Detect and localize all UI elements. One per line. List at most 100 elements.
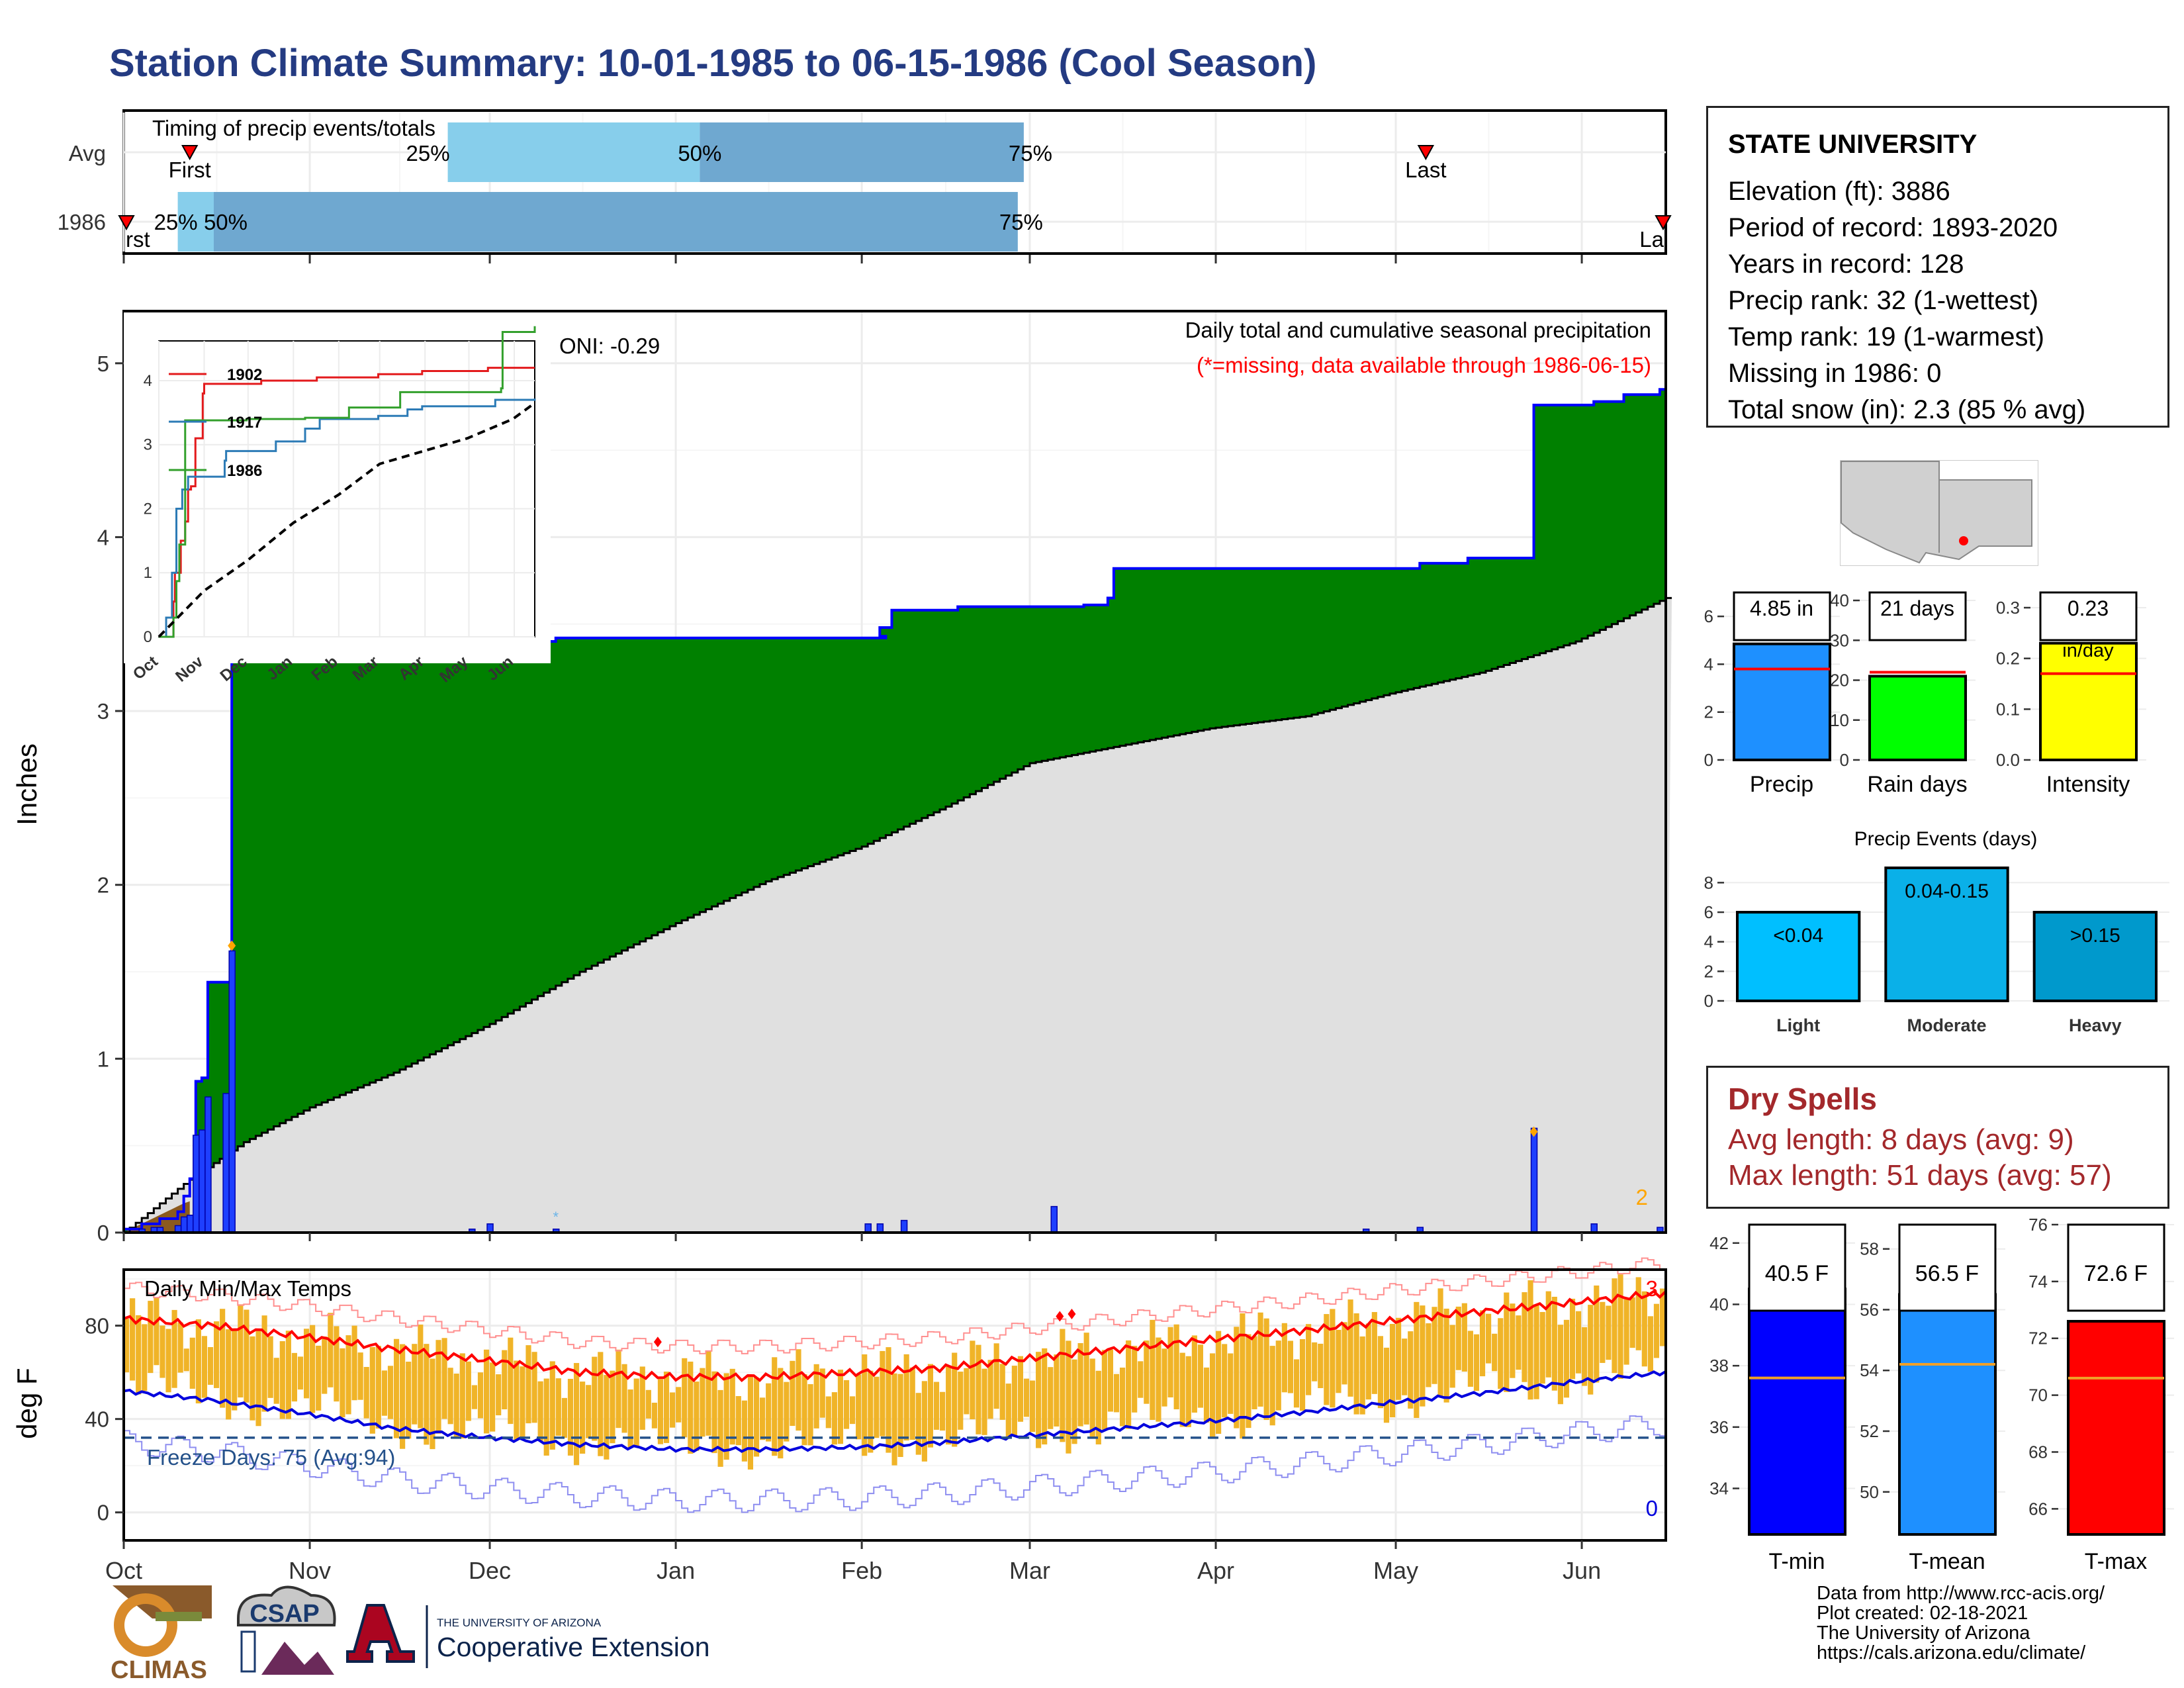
daily-temp-bar xyxy=(1629,1297,1635,1348)
daily-temp-bar xyxy=(1533,1304,1539,1399)
daily-temp-bar xyxy=(1486,1313,1492,1364)
tmean-summary-value-box xyxy=(1898,1223,1997,1312)
precip-events-value-label: >0.15 xyxy=(2070,925,2120,947)
daily-temp-bar xyxy=(291,1352,298,1402)
daily-temp-bar xyxy=(790,1360,796,1427)
daily-temp-bar xyxy=(148,1301,154,1374)
daily-temp-bar xyxy=(1557,1325,1563,1405)
daily-temp-bar xyxy=(207,1347,214,1385)
daily-temp-bar xyxy=(760,1397,766,1440)
daily-temp-bar xyxy=(633,1378,639,1448)
daily-temp-bar xyxy=(1071,1359,1077,1444)
daily-temp-bar xyxy=(807,1383,813,1446)
timing-1986-first-marker xyxy=(118,215,135,231)
daily-temp-bar xyxy=(1330,1309,1336,1408)
daily-temp-bar xyxy=(1113,1374,1120,1413)
daily-temp-bar xyxy=(285,1331,291,1419)
csap-logo-text: CSAP xyxy=(250,1600,320,1628)
temp-x-tick-label: Apr xyxy=(1197,1557,1234,1584)
daily-temp-bar xyxy=(1641,1291,1647,1367)
daily-temp-bar xyxy=(862,1354,868,1456)
daily-temp-bar xyxy=(1324,1314,1330,1405)
tmax-summary-y-tick-label: 72 xyxy=(2028,1329,2048,1348)
record-high-marker xyxy=(1056,1311,1064,1322)
daily-temp-bar xyxy=(1036,1352,1042,1448)
csap-logo: CSAP xyxy=(237,1585,336,1675)
logos: CLIMAS CSAP THE UNIVERSITY OF ARIZONA Co… xyxy=(111,1585,710,1684)
daily-temp-bar xyxy=(322,1336,328,1394)
daily-temp-bar xyxy=(136,1315,142,1395)
tmin-summary-label: T-min xyxy=(1769,1549,1825,1574)
daily-temp-bar xyxy=(700,1368,705,1437)
daily-temp-bar xyxy=(351,1325,357,1401)
daily-temp-bar xyxy=(279,1341,285,1419)
daily-temp-bar xyxy=(903,1354,909,1441)
daily-temp-bar xyxy=(1353,1313,1359,1415)
locator-map xyxy=(1840,460,2038,566)
temp-x-tick-label: Feb xyxy=(841,1557,882,1584)
daily-temp-bar xyxy=(747,1376,754,1470)
daily-temp-bar xyxy=(502,1350,508,1410)
daily-temp-bar xyxy=(1185,1356,1191,1427)
daily-temp-bar xyxy=(159,1325,165,1378)
precip-corner-label: 2 xyxy=(1636,1185,1648,1209)
daily-temp-bar xyxy=(1569,1298,1576,1380)
daily-temp-bar xyxy=(1173,1324,1179,1409)
daily-temp-bar xyxy=(171,1309,177,1388)
daily-temp-bar xyxy=(406,1362,412,1439)
daily-temp-bar xyxy=(1306,1324,1312,1395)
daily-temp-bar xyxy=(508,1337,514,1425)
precip-y-tick-label: 3 xyxy=(97,699,109,724)
daily-temp-bar xyxy=(310,1325,316,1413)
daily-temp-bar xyxy=(183,1348,189,1372)
daily-temp-bar xyxy=(1653,1303,1660,1358)
timing-avg-bar-late xyxy=(700,122,1024,182)
precip-events-category-label: Light xyxy=(1776,1015,1820,1035)
daily-temp-bar xyxy=(465,1361,471,1421)
daily-temp-bar xyxy=(1029,1380,1036,1432)
tmax-summary-y-tick-label: 74 xyxy=(2028,1272,2048,1291)
climas-logo-text: CLIMAS xyxy=(111,1656,207,1684)
precip-summary-label: Precip xyxy=(1750,772,1813,797)
daily-temp-bar xyxy=(345,1335,351,1415)
daily-temp-bar xyxy=(1342,1322,1347,1385)
temp-y-label: deg F xyxy=(11,1368,42,1438)
daily-temp-bar xyxy=(1293,1359,1300,1408)
inset-series-average xyxy=(158,402,536,638)
station-name: STATE UNIVERSITY xyxy=(1728,130,1978,159)
tmean-summary-label: T-mean xyxy=(1909,1549,1985,1574)
daily-temp-bar xyxy=(165,1329,171,1393)
daily-temp-bar xyxy=(177,1322,183,1373)
precip-events-title: Precip Events (days) xyxy=(1854,828,2038,850)
timing-row-avg: Avg xyxy=(69,141,106,165)
daily-temp-bar xyxy=(1437,1288,1443,1397)
daily-temp-bar xyxy=(1551,1296,1557,1391)
daily-temp-bar xyxy=(1623,1299,1629,1365)
daily-temp-bar xyxy=(981,1368,987,1435)
daily-temp-bar xyxy=(1017,1356,1024,1422)
daily-temp-bar xyxy=(831,1392,837,1445)
daily-temp-bar xyxy=(843,1380,850,1429)
inset-y-tick-label: 0 xyxy=(144,628,152,646)
daily-temp-bar xyxy=(1408,1331,1414,1409)
timing-avg-first-label: First xyxy=(169,158,211,182)
precip-events-y-tick-label: 4 xyxy=(1704,932,1713,952)
daily-temp-bar xyxy=(682,1358,688,1438)
inset-y-tick-label: 1 xyxy=(144,564,152,582)
daily-temp-bar xyxy=(363,1366,369,1419)
daily-temp-bar xyxy=(976,1344,981,1434)
daily-temp-bar xyxy=(435,1340,441,1434)
record-low-line xyxy=(124,1415,1666,1513)
precip-y-tick-label: 2 xyxy=(97,873,109,898)
precip-summary-bar xyxy=(1733,642,1831,762)
daily-temp-bar xyxy=(993,1343,999,1409)
daily-temp-bar xyxy=(825,1396,831,1429)
daily-temp-bar xyxy=(1461,1303,1467,1372)
tmean-summary-bar xyxy=(1898,1293,1997,1536)
precip-y-tick-label: 5 xyxy=(97,352,109,376)
temp-chart: deg F 0 40 80 Oct Nov Dec Jan Feb Mar Apr May Jun D… xyxy=(11,1257,1667,1584)
daily-temp-bar xyxy=(766,1383,772,1442)
daily-temp-bar xyxy=(610,1370,615,1444)
daily-temp-bar xyxy=(711,1371,717,1454)
station-location-marker xyxy=(1959,536,1968,545)
